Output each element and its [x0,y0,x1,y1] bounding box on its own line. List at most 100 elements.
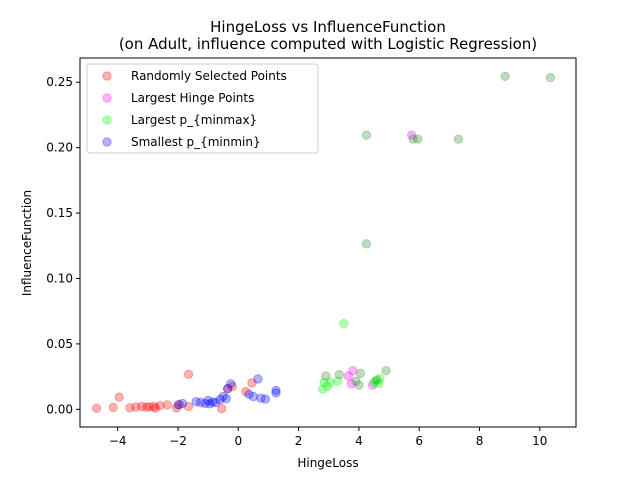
x-axis-label: HingeLoss [297,456,358,470]
data-point [223,384,233,394]
data-point [208,397,218,407]
legend-label: Largest p_{minmax} [131,113,257,127]
legend-box [86,63,319,154]
data-point [171,403,182,413]
data-point [260,394,271,404]
legend-marker [102,115,112,125]
y-tick-label: 0.10 [46,271,73,285]
data-point [453,134,464,144]
data-point [144,402,155,412]
data-point [174,399,185,410]
data-point [545,72,556,83]
data-point [205,399,215,409]
data-point [253,374,263,384]
data-point [407,130,417,140]
data-point [141,402,152,412]
y-tick-label: 0.00 [46,402,73,416]
data-point [173,400,183,410]
data-point [226,379,236,389]
data-point [217,404,227,414]
data-point [211,397,221,408]
data-point [149,401,159,412]
data-point [221,393,231,404]
y-tick-label: 0.05 [46,337,73,351]
data-point [369,377,379,388]
data-point [191,397,201,407]
data-point [319,377,329,388]
data-point [114,392,124,402]
data-point [325,377,335,388]
legend-label: Smallest p_{minmin} [131,135,261,149]
x-axis-ticks: −4 −2 0 2 4 6 8 10 [109,427,547,448]
chart-subtitle: (on Adult, influence computed with Logis… [119,35,537,53]
legend-marker [102,71,112,81]
data-point [223,384,233,394]
data-point [137,401,147,412]
data-point [381,366,391,376]
data-point [413,134,423,144]
legend: Randomly Selected Points Largest Hinge Po… [86,63,319,154]
data-point [339,318,349,329]
data-point [108,402,118,413]
chart-title: HingeLoss vs InfluenceFunction [210,18,446,36]
legend-marker [102,93,112,103]
data-point [218,391,228,402]
data-point [500,71,510,82]
x-tick-label: 8 [476,434,484,448]
data-point [91,403,102,413]
y-axis-ticks: 0.00 0.05 0.10 0.15 0.20 0.25 [46,75,80,416]
data-point [162,400,173,410]
data-point [155,401,165,411]
data-point [322,381,332,392]
data-point [177,398,188,409]
x-tick-label: 10 [532,434,547,448]
data-point [367,380,378,390]
data-point [183,401,194,412]
data-point [271,385,281,396]
data-points [91,71,556,414]
data-point [256,393,266,403]
data-point [351,376,361,386]
data-point [183,369,194,379]
data-point [318,384,328,394]
x-tick-label: 6 [415,434,423,448]
data-point [361,239,372,249]
data-point [203,395,213,406]
data-point [241,387,251,397]
data-point [244,389,254,399]
x-tick-label: −4 [109,434,127,448]
data-point [200,398,210,409]
data-point [333,376,343,386]
data-point [372,375,382,385]
y-tick-label: 0.20 [46,141,73,155]
axes-frame [79,57,577,428]
y-tick-label: 0.25 [46,75,73,89]
data-point [227,381,238,392]
data-point [348,366,358,376]
data-point [375,373,385,384]
x-tick-label: 4 [355,434,363,448]
y-axis-label: InfluenceFunction [20,190,34,296]
data-point [346,379,357,389]
data-point [321,371,331,381]
legend-label: Randomly Selected Points [131,69,287,83]
data-point [215,394,225,405]
legend-marker [102,137,112,147]
data-point [247,378,257,388]
data-point [131,402,141,412]
data-point [354,380,364,390]
x-tick-label: 2 [295,434,303,448]
data-point [408,134,418,144]
x-tick-label: 0 [234,434,242,448]
data-point [195,397,206,408]
data-point [355,368,366,379]
data-point [248,391,259,402]
data-point [373,379,384,389]
data-point [343,371,354,381]
legend-label: Largest Hinge Points [131,91,254,105]
data-point [361,130,372,140]
data-point [150,403,161,413]
x-tick-label: −2 [169,434,187,448]
data-point [370,376,381,386]
